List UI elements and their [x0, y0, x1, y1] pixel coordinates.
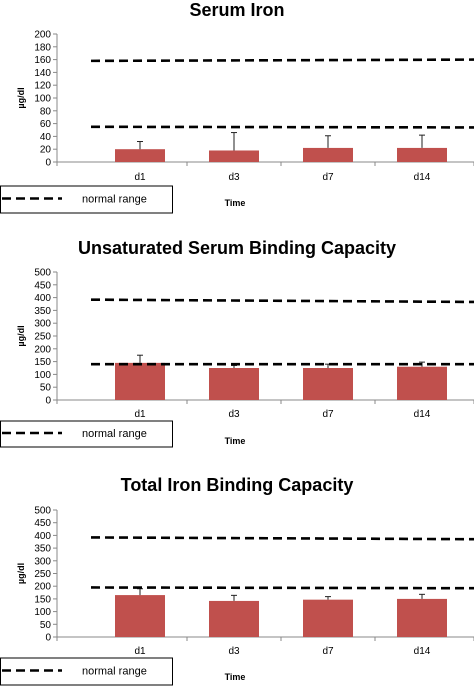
- y-tick-label: 100: [34, 370, 51, 381]
- y-tick-label: 0: [45, 396, 51, 407]
- bar-d7: [303, 599, 353, 637]
- y-tick-label: 500: [34, 268, 51, 279]
- y-tick-label: 450: [34, 518, 51, 529]
- x-tick-label: d1: [134, 409, 146, 420]
- x-tick-label: d7: [322, 172, 334, 183]
- legend-box: [0, 657, 173, 686]
- y-tick-label: 100: [34, 94, 51, 105]
- bar-d7: [303, 368, 353, 400]
- bar-d3: [209, 150, 259, 162]
- y-tick-label: 400: [34, 531, 51, 542]
- x-tick-label: d3: [228, 172, 240, 183]
- x-tick-label: d14: [414, 646, 431, 657]
- normal-range-line: [90, 586, 474, 590]
- y-tick-label: 200: [34, 582, 51, 593]
- y-tick-label: 300: [34, 319, 51, 330]
- x-tick-label: d3: [228, 646, 240, 657]
- chart-panel-2: Unsaturated Serum Binding Capacity 0 50 100…: [0, 238, 474, 448]
- x-axis-label: Time: [225, 198, 246, 208]
- normal-range-line: [90, 536, 474, 541]
- normal-range-line: [90, 125, 474, 129]
- y-tick-label: 250: [34, 569, 51, 580]
- x-tick-label: d1: [134, 646, 146, 657]
- bar-d1: [115, 595, 165, 637]
- x-axis-label: Time: [225, 672, 246, 682]
- x-tick-label: d1: [134, 172, 146, 183]
- y-axis-label: µg/dl: [16, 563, 26, 584]
- chart-title: Serum Iron: [189, 0, 284, 20]
- y-tick-label: 80: [40, 106, 52, 117]
- y-tick-label: 0: [45, 633, 51, 644]
- y-tick-label: 200: [34, 344, 51, 355]
- bar-d7: [303, 147, 353, 162]
- x-axis-label: Time: [225, 436, 246, 446]
- y-tick-label: 200: [34, 30, 51, 41]
- bar-d14: [397, 366, 447, 400]
- y-tick-label: 300: [34, 556, 51, 567]
- y-tick-label: 400: [34, 293, 51, 304]
- legend-label: normal range: [82, 666, 147, 678]
- y-tick-label: 500: [34, 506, 51, 517]
- y-tick-label: 350: [34, 544, 51, 555]
- bar-d14: [397, 147, 447, 162]
- y-tick-label: 150: [34, 594, 51, 605]
- bar-d14: [397, 598, 447, 637]
- legend-label: normal range: [82, 428, 147, 440]
- y-tick-label: 50: [40, 383, 52, 394]
- y-axis-label: µg/dl: [16, 87, 26, 108]
- x-tick-label: d3: [228, 409, 240, 420]
- bar-d1: [115, 149, 165, 162]
- y-tick-label: 180: [34, 42, 51, 53]
- y-tick-label: 40: [40, 132, 52, 143]
- legend-box: [0, 420, 173, 448]
- x-tick-label: d14: [414, 409, 431, 420]
- bar-d1: [115, 362, 165, 400]
- chart-title: Total Iron Binding Capacity: [121, 475, 354, 495]
- y-tick-label: 0: [45, 158, 51, 169]
- y-axis-label: µg/dl: [16, 325, 26, 346]
- y-tick-label: 350: [34, 306, 51, 317]
- chart-title: Unsaturated Serum Binding Capacity: [78, 238, 396, 258]
- y-tick-label: 160: [34, 55, 51, 66]
- x-tick-label: d14: [414, 172, 431, 183]
- y-tick-label: 150: [34, 357, 51, 368]
- y-tick-label: 140: [34, 68, 51, 79]
- y-tick-label: 250: [34, 332, 51, 343]
- y-tick-label: 120: [34, 81, 51, 92]
- bar-d3: [209, 368, 259, 400]
- bar-d3: [209, 600, 259, 637]
- x-tick-label: d7: [322, 646, 334, 657]
- y-tick-label: 50: [40, 620, 52, 631]
- y-tick-label: 450: [34, 280, 51, 291]
- x-tick-label: d7: [322, 409, 334, 420]
- normal-range-line: [90, 58, 474, 63]
- legend-box: [0, 185, 173, 214]
- normal-range-line: [90, 298, 474, 304]
- y-tick-label: 20: [40, 145, 52, 156]
- y-tick-label: 60: [40, 119, 52, 130]
- legend-label: normal range: [82, 194, 147, 206]
- y-tick-label: 100: [34, 607, 51, 618]
